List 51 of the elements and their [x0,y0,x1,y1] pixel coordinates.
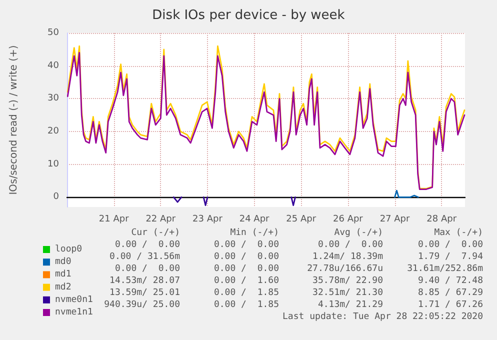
text: 0.00 / 1.85 [214,288,279,298]
y-tick-label: 30 [48,94,60,104]
y-tick-label: 0 [53,192,60,202]
legend-label: nvme1n1 [55,308,93,318]
text: 1.71 / 67.26 [418,300,483,310]
text: Cur (-/+) [131,228,180,238]
x-tick-label: 22 Apr [146,214,176,224]
y-tick-label: 20 [48,126,60,136]
y-tick-label: 40 [48,60,60,71]
text: 14.53m/ 28.07 [110,276,180,286]
text: 0.00 / 31.56m [110,252,180,262]
text: Last update: Tue Apr 28 22:05:22 2020 [282,312,483,322]
y-tick-label: 50 [48,28,60,38]
text: 0.00 / 0.00 [114,240,180,250]
text: 1.79 / 7.94 [418,252,483,262]
text: 0.00 / 1.60 [214,276,279,286]
x-tick-label: 25 Apr [286,214,316,224]
y-tick-label: 10 [48,159,60,170]
x-tick-label: 21 Apr [98,214,130,224]
text: 940.39u/ 25.00 [104,300,180,310]
text: 0.00 / 0.00 [214,252,279,262]
text: 0.00 / 0.00 [318,240,383,250]
text: 32.51m/ 21.30 [312,288,383,298]
text: 9.40 / 72.48 [418,276,483,286]
y-axis-title: IOs/second read (-) / write (+) [8,45,20,195]
text: 13.59m/ 25.01 [110,288,180,298]
text: 0.00 / 0.00 [214,264,279,274]
legend-label: nvme0n1 [55,294,93,305]
text: 4.13m/ 21.29 [318,300,383,310]
text: Max (-/+) [434,228,483,238]
x-tick-label: 27 Apr [380,214,410,224]
text: 0.00 / 1.85 [214,300,279,310]
x-tick-label: 26 Apr [332,214,364,224]
x-tick-label: 24 Apr [239,214,270,224]
text: 0.00 / 0.00 [214,240,279,250]
legend-label: md0 [55,257,72,268]
text: 1.24m/ 18.39m [312,252,383,262]
text: 0.00 / 0.00 [114,264,180,274]
text: 0.00 / 0.00 [418,240,483,250]
text: Min (-/+) [230,228,279,238]
legend-label: md2 [55,282,72,292]
x-tick-label: 28 Apr [426,214,457,224]
chart-title: Disk IOs per device - by week [152,8,346,23]
x-tick-label: 23 Apr [192,214,223,224]
legend-label: loop0 [55,244,82,254]
text: Avg (-/+) [334,228,383,238]
text: 31.61m/252.86m [407,264,483,274]
text: 35.78m/ 22.90 [312,276,383,286]
legend-label: md1 [55,270,72,280]
text: 8.85 / 67.29 [418,288,483,298]
text: 27.78u/166.67u [307,264,383,274]
